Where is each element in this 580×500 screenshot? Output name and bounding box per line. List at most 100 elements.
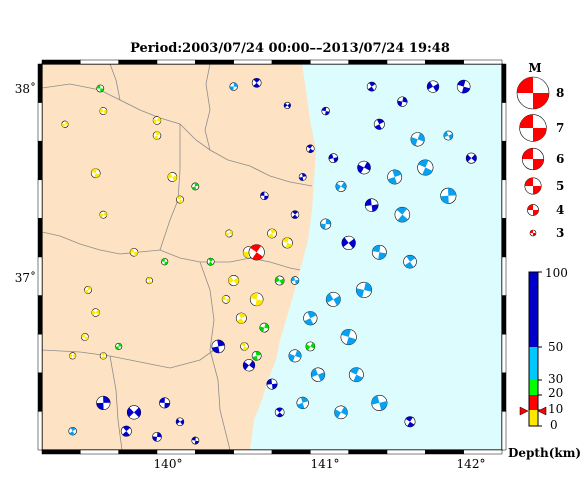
focal-mechanism-beachball: [228, 275, 240, 287]
focal-mechanism-beachball: [321, 106, 330, 116]
focal-mechanism-beachball: [221, 295, 231, 304]
focal-mechanism-beachball: [348, 367, 364, 383]
focal-mechanism-beachball: [242, 359, 256, 372]
depth-band: [529, 395, 538, 410]
focal-mechanism-beachball: [357, 160, 371, 175]
focal-mechanism-beachball: [373, 118, 385, 130]
focal-mechanism-beachball: [306, 144, 315, 153]
focal-mechanism-beachball: [440, 187, 457, 204]
focal-mechanism-beachball: [206, 257, 215, 266]
depth-band: [529, 380, 538, 395]
focal-mechanism-beachball: [298, 173, 307, 181]
focal-mechanism-beachball: [320, 218, 332, 230]
map-frame-ticks: [37, 59, 507, 455]
magnitude-label-6: 6: [556, 152, 564, 166]
focal-mechanism-beachball: [175, 417, 185, 426]
focal-mechanism-beachball: [225, 229, 233, 238]
magnitude-legend-title: M: [528, 61, 541, 75]
magnitude-label-7: 7: [556, 121, 564, 135]
depth-colorbar-frame: [528, 271, 539, 427]
focal-mechanism-beachball: [69, 352, 77, 360]
focal-mechanism-beachball: [99, 107, 108, 115]
land-area: [42, 64, 316, 450]
focal-mechanism-beachball: [267, 228, 277, 239]
focal-mechanism-beachball: [248, 244, 265, 261]
map-title: Period:2003/07/24 00:00––2013/07/24 19:4…: [130, 41, 450, 56]
focal-mechanism-beachball: [81, 333, 89, 341]
focal-mechanism-beachball: [341, 235, 356, 250]
focal-mechanism-beachball: [274, 407, 285, 418]
focal-mechanism-beachball: [260, 191, 269, 201]
magnitude-label-5: 5: [556, 179, 564, 193]
focal-mechanism-beachball: [310, 367, 326, 382]
magnitude-legend-balls: [516, 76, 550, 237]
magnitude-label-4: 4: [556, 203, 564, 217]
focal-mechanism-beachball: [99, 352, 107, 360]
focal-mechanism-beachball: [115, 342, 123, 351]
focal-mechanism-beachball: [394, 206, 411, 223]
focal-mechanism-beachball: [211, 339, 226, 354]
focal-mechanism-beachball: [371, 394, 388, 411]
focal-mechanism-beachball: [176, 195, 184, 204]
depth-band: [529, 347, 538, 380]
focal-mechanism-beachball: [283, 101, 291, 110]
focal-mechanism-beachball: [96, 84, 105, 93]
focal-mechanism-beachball: [90, 168, 101, 179]
prefecture-boundaries: [42, 64, 313, 450]
depth-tick-label-10: 10: [548, 402, 563, 416]
focal-mechanism-beachball: [84, 286, 92, 294]
magnitude-legend-ball: [521, 147, 545, 171]
focal-mechanism-beachball: [355, 281, 373, 299]
focal-mechanism-beachball: [290, 276, 300, 285]
focal-mechanism-beachball: [404, 416, 416, 428]
focal-mechanism-beachball: [61, 120, 69, 128]
focal-mechanism-events: [61, 77, 477, 445]
focal-mechanism-beachball: [251, 350, 262, 361]
focal-mechanism-beachball: [191, 182, 200, 191]
focal-mechanism-beachball: [167, 172, 178, 182]
lon-tick-label-142: 142°: [457, 457, 486, 471]
focal-mechanism-beachball: [259, 322, 270, 333]
focal-mechanism-beachball: [305, 341, 316, 352]
focal-mechanism-beachball: [335, 180, 347, 192]
lon-tick-label-141: 141°: [311, 457, 340, 471]
focal-mechanism-beachball: [325, 291, 341, 307]
focal-mechanism-beachball: [366, 81, 377, 92]
map-area: [42, 64, 502, 450]
depth-tick-label-50: 50: [548, 340, 563, 354]
lat-axis: 38˚ 37˚: [15, 81, 36, 285]
focal-mechanism-beachball: [334, 405, 348, 420]
depth-tick-label-30: 30: [548, 372, 563, 386]
focal-mechanism-beachball: [417, 159, 434, 176]
magnitude-legend: M 8 7 6 5 4 3: [516, 61, 564, 240]
magnitude-legend-ball: [529, 229, 537, 237]
depth-scale-label: Depth(km): [508, 446, 580, 460]
focal-mechanism-beachball: [235, 312, 247, 324]
focal-mechanism-beachball: [120, 425, 132, 437]
focal-mechanism-beachball: [410, 132, 425, 147]
lat-tick-label-38: 38˚: [15, 81, 36, 96]
focal-mechanism-beachball: [340, 328, 357, 346]
focal-mechanism-beachball: [296, 396, 309, 410]
focal-mechanism-beachball: [397, 96, 408, 107]
focal-mechanism-beachball: [91, 308, 100, 317]
focal-mechanism-beachball: [281, 237, 293, 249]
lon-tick-label-140: 140°: [154, 457, 183, 471]
focal-mechanism-beachball: [99, 210, 108, 219]
focal-mechanism-beachball: [456, 79, 471, 94]
focal-mechanism-beachball: [96, 395, 111, 411]
focal-mechanism-beachball: [152, 131, 162, 140]
focal-mechanism-beachball: [371, 244, 387, 260]
focal-mechanism-beachball: [68, 426, 77, 436]
focal-mechanism-beachball: [443, 130, 454, 141]
focal-mechanism-beachball: [159, 397, 171, 409]
magnitude-label-8: 8: [556, 86, 564, 100]
focal-mechanism-beachball: [465, 152, 477, 164]
focal-mechanism-beachball: [328, 153, 339, 164]
depth-band: [529, 410, 538, 426]
focal-mechanism-beachball: [152, 431, 162, 442]
focal-mechanism-beachball: [364, 198, 379, 212]
magnitude-legend-ball: [519, 114, 547, 142]
depth-marker: [519, 406, 547, 416]
